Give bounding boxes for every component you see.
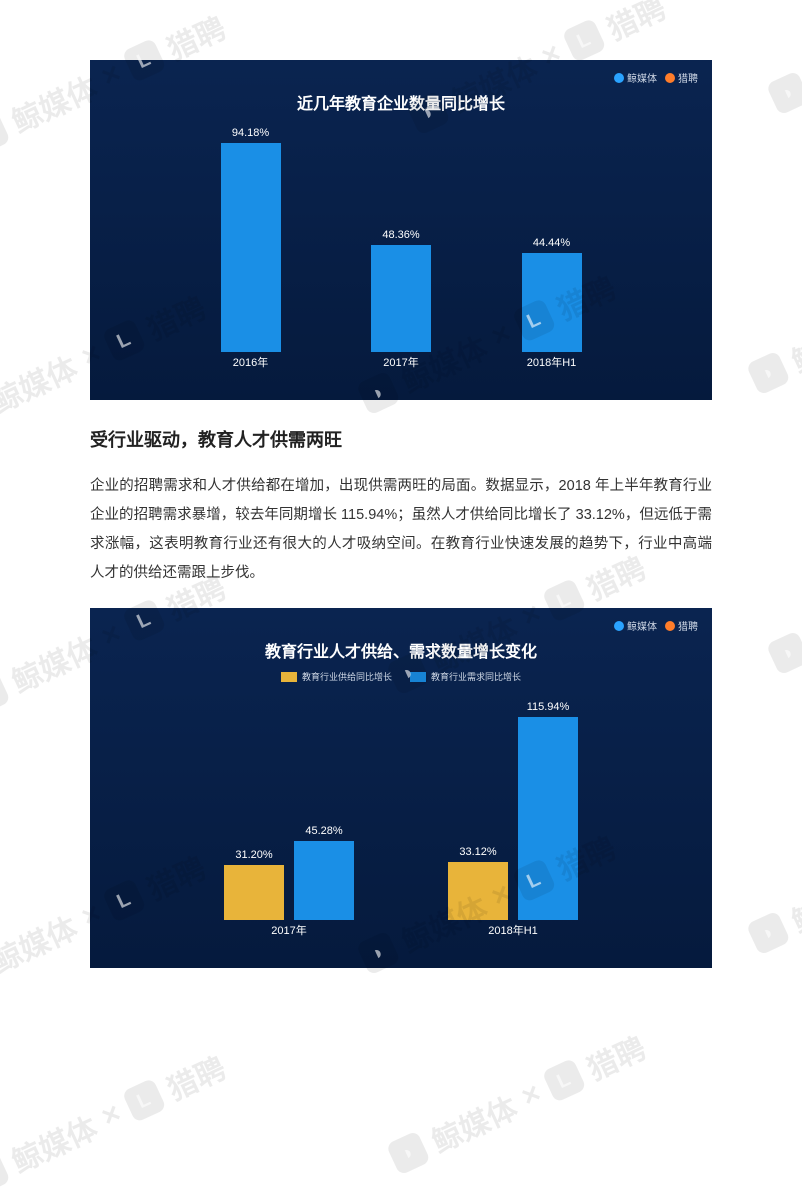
- watermark-separator: ×: [516, 1077, 546, 1115]
- bar-rect: 94.18%: [221, 143, 281, 352]
- section-heading: 受行业驱动，教育人才供需两旺: [90, 426, 712, 452]
- chart-2-bar: 45.28%: [294, 841, 354, 920]
- logo-dot-icon: [665, 73, 675, 83]
- logo-jingmeiti: 鲸媒体: [614, 70, 657, 85]
- x-axis-label: 2018年H1: [522, 354, 582, 370]
- bar-value-label: 44.44%: [533, 237, 570, 249]
- chart-2-panel: 鲸媒体 猎聘 教育行业人才供给、需求数量增长变化 教育行业供给同比增长 教育行业需…: [90, 608, 712, 968]
- legend-item: 教育行业需求同比增长: [410, 670, 521, 683]
- x-axis-label: 2016年: [221, 354, 281, 370]
- chart-1-plot: 94.18% 48.36% 44.44% 2016年 2017年 2018年H1: [130, 130, 672, 370]
- logo-text: 鲸媒体: [627, 618, 657, 633]
- bar-rect: 45.28%: [294, 841, 354, 920]
- chart-1-bar: 48.36%: [371, 245, 431, 352]
- bar-rect: 31.20%: [224, 865, 284, 920]
- watermark: ◗鲸媒体×L猎聘: [384, 1024, 652, 1180]
- chart-2-bar: 33.12%: [448, 862, 508, 920]
- watermark-separator: ×: [96, 1097, 126, 1135]
- chart-2-bar: 31.20%: [224, 865, 284, 920]
- x-axis-label: 2017年: [224, 922, 354, 938]
- watermark-logo-icon: ◗: [0, 1150, 11, 1195]
- watermark-logo-icon: L: [121, 1078, 166, 1123]
- bar-value-label: 115.94%: [527, 701, 570, 713]
- logo-liepin: 猎聘: [665, 618, 698, 633]
- chart-2-logos: 鲸媒体 猎聘: [614, 618, 698, 633]
- logo-dot-icon: [665, 621, 675, 631]
- chart-1-bar: 44.44%: [522, 253, 582, 352]
- bar-value-label: 45.28%: [305, 825, 342, 837]
- watermark-logo-icon: L: [541, 1058, 586, 1103]
- x-axis-label: 2018年H1: [448, 922, 578, 938]
- chart-1-bars: 94.18% 48.36% 44.44%: [130, 130, 672, 352]
- logo-liepin: 猎聘: [665, 70, 698, 85]
- bar-rect: 44.44%: [522, 253, 582, 352]
- watermark-text-right: 猎聘: [159, 1044, 232, 1109]
- watermark-text-left: 鲸媒体: [3, 1104, 103, 1182]
- document-page: 鲸媒体 猎聘 近几年教育企业数量同比增长 94.18% 48.36% 44.44% …: [0, 0, 802, 1008]
- logo-text: 鲸媒体: [627, 70, 657, 85]
- watermark-text-right: 猎聘: [579, 1024, 652, 1089]
- logo-text: 猎聘: [678, 70, 698, 85]
- logo-dot-icon: [614, 73, 624, 83]
- x-axis-label: 2017年: [371, 354, 431, 370]
- chart-1-panel: 鲸媒体 猎聘 近几年教育企业数量同比增长 94.18% 48.36% 44.44% …: [90, 60, 712, 400]
- bar-rect: 33.12%: [448, 862, 508, 920]
- body-paragraph: 企业的招聘需求和人才供给都在增加，出现供需两旺的局面。数据显示，2018 年上半…: [90, 472, 712, 588]
- legend-label: 教育行业需求同比增长: [431, 670, 521, 683]
- chart-2-bars: 31.20%45.28%33.12%115.94%: [130, 710, 672, 920]
- bar-value-label: 31.20%: [235, 849, 272, 861]
- chart-2-bar-group: 33.12%115.94%: [448, 717, 578, 920]
- watermark: ◗鲸媒体×L猎聘: [0, 1044, 232, 1200]
- chart-1-logos: 鲸媒体 猎聘: [614, 70, 698, 85]
- bar-value-label: 48.36%: [382, 229, 419, 241]
- chart-2-legend: 教育行业供给同比增长 教育行业需求同比增长: [90, 670, 712, 683]
- chart-1-xaxis: 2016年 2017年 2018年H1: [130, 354, 672, 370]
- chart-2-bar-group: 31.20%45.28%: [224, 841, 354, 920]
- watermark-logo-icon: ◗: [386, 1130, 431, 1175]
- chart-2-xaxis: 2017年 2018年H1: [130, 922, 672, 938]
- legend-label: 教育行业供给同比增长: [302, 670, 392, 683]
- chart-1-title: 近几年教育企业数量同比增长: [90, 60, 712, 114]
- legend-swatch: [281, 672, 297, 682]
- logo-jingmeiti: 鲸媒体: [614, 618, 657, 633]
- chart-1-bar: 94.18%: [221, 143, 281, 352]
- legend-item: 教育行业供给同比增长: [281, 670, 392, 683]
- bar-value-label: 33.12%: [459, 846, 496, 858]
- bar-rect: 115.94%: [518, 717, 578, 920]
- logo-dot-icon: [614, 621, 624, 631]
- chart-2-bar: 115.94%: [518, 717, 578, 920]
- logo-text: 猎聘: [678, 618, 698, 633]
- chart-2-plot: 31.20%45.28%33.12%115.94% 2017年2018年H1: [130, 710, 672, 938]
- watermark-text-left: 鲸媒体: [423, 1084, 523, 1162]
- legend-swatch: [410, 672, 426, 682]
- chart-2-title: 教育行业人才供给、需求数量增长变化: [90, 608, 712, 662]
- bar-value-label: 94.18%: [232, 127, 269, 139]
- bar-rect: 48.36%: [371, 245, 431, 352]
